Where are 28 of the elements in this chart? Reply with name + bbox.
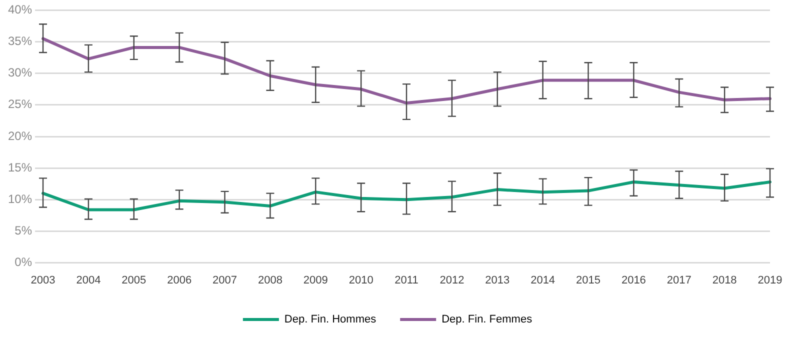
legend-label: Dep. Fin. Hommes xyxy=(284,314,377,326)
x-tick-label: 2016 xyxy=(621,274,646,286)
x-tick-label: 2009 xyxy=(303,274,328,286)
x-tick-label: 2010 xyxy=(348,274,374,286)
x-tick-label: 2018 xyxy=(712,274,737,286)
y-tick-label: 20% xyxy=(8,128,32,143)
x-tick-label: 2006 xyxy=(167,274,192,286)
y-tick-label: 30% xyxy=(8,66,32,80)
x-tick-label: 2011 xyxy=(394,274,418,286)
y-tick-label: 5% xyxy=(14,224,32,238)
y-tick-label: 0% xyxy=(14,255,32,270)
y-tick-label: 40% xyxy=(8,2,32,17)
x-tick-label: 2003 xyxy=(30,274,56,286)
x-tick-label: 2004 xyxy=(76,274,101,286)
x-tick-label: 2005 xyxy=(122,274,146,286)
x-tick-label: 2017 xyxy=(666,274,692,286)
x-tick-label: 2012 xyxy=(440,274,464,286)
x-tick-label: 2019 xyxy=(758,274,782,286)
x-tick-label: 2014 xyxy=(530,274,556,286)
x-tick-label: 2008 xyxy=(258,274,282,286)
y-tick-label: 10% xyxy=(8,192,32,206)
y-tick-label: 15% xyxy=(8,160,32,174)
x-tick-label: 2007 xyxy=(212,274,238,286)
x-tick-label: 2013 xyxy=(485,274,510,286)
y-tick-label: 25% xyxy=(8,97,32,112)
y-tick-label: 35% xyxy=(8,34,32,48)
legend-label: Dep. Fin. Femmes xyxy=(442,314,533,326)
x-tick-label: 2015 xyxy=(576,274,600,286)
